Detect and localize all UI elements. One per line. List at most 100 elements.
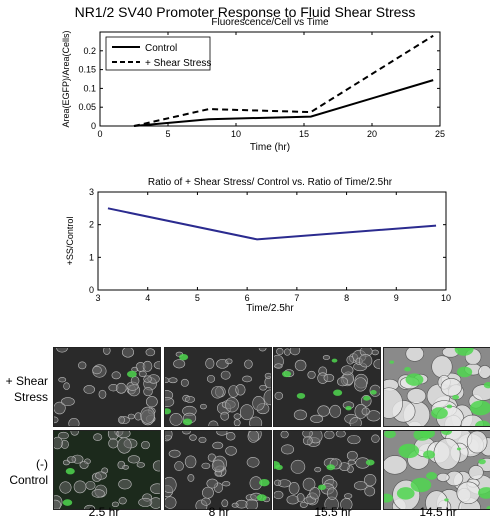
cell-shape <box>364 473 377 487</box>
egfp-spot <box>464 348 471 351</box>
cell-shape <box>364 486 376 497</box>
cell-shape <box>165 496 177 509</box>
chart1-y-tick-label: 0.05 <box>78 102 96 112</box>
chart2-x-tick-label: 9 <box>394 293 399 303</box>
cell-shape <box>274 490 284 500</box>
egfp-spot <box>282 370 292 378</box>
cell-shape <box>244 359 253 369</box>
cell-shape <box>276 348 284 356</box>
cell-shape <box>344 493 353 499</box>
egfp-spot <box>165 408 172 415</box>
cell-shape <box>138 497 153 507</box>
cell-shape <box>235 384 246 396</box>
cell-shape <box>289 348 301 356</box>
cell-shape <box>246 457 260 468</box>
cell-shape <box>220 411 230 421</box>
cell-shape <box>200 403 207 410</box>
cell-shape <box>95 471 107 480</box>
cell-shape <box>211 386 224 399</box>
chart1-y-tick-label: 0.1 <box>83 83 96 93</box>
cell-shape <box>281 444 295 455</box>
egfp-spot <box>444 498 449 502</box>
egfp-spot <box>62 499 73 506</box>
cell-shape <box>184 455 197 469</box>
cell-shape <box>329 404 342 418</box>
cell-shape <box>118 497 127 505</box>
cell-shape <box>371 349 379 356</box>
egfp-spot <box>333 389 343 396</box>
egfp-spot <box>318 484 327 491</box>
col-label-3: 14.5 hr <box>419 505 457 519</box>
legend-shear-label: + Shear Stress <box>145 58 211 69</box>
egfp-spot <box>483 382 490 389</box>
egfp-spot <box>182 418 193 426</box>
cell-shape <box>456 481 481 505</box>
cell-shape <box>54 401 66 415</box>
cell-shape <box>63 382 70 390</box>
cell-shape <box>294 359 307 372</box>
chart2-plot-frame <box>97 191 447 291</box>
cell-shape <box>231 502 239 508</box>
cell-shape <box>54 499 62 509</box>
cell-shape <box>221 499 229 508</box>
cell-shape <box>168 449 181 458</box>
cell-shape <box>322 355 330 360</box>
cell-shape <box>116 431 131 439</box>
cell-shape <box>145 348 156 357</box>
cell-shape <box>252 395 265 411</box>
cell-shape <box>258 348 267 352</box>
cell-shape <box>108 438 119 449</box>
egfp-spot <box>396 487 415 500</box>
cell-shape <box>78 361 87 370</box>
cell-shape <box>174 461 184 472</box>
chart2-x-tick-label: 8 <box>344 293 349 303</box>
cell-shape <box>425 490 449 509</box>
cell-shape <box>152 460 160 472</box>
cell-shape <box>187 474 195 482</box>
cell-shape <box>433 438 461 470</box>
col-label-2: 15.5 hr <box>314 505 352 519</box>
cell-shape <box>118 479 132 490</box>
chart1-x-tick-label: 10 <box>231 129 241 139</box>
egfp-spot <box>423 450 436 459</box>
cell-shape <box>91 489 105 498</box>
egfp-spot <box>363 395 371 401</box>
ratio-line-chart: Ratio of + Shear Stress/ Control vs. Rat… <box>65 177 451 314</box>
cell-shape <box>302 436 313 446</box>
egfp-spot <box>389 360 395 364</box>
col-label-1: 8 hr <box>208 505 230 519</box>
egfp-spot <box>404 366 411 372</box>
cell-shape <box>143 375 152 383</box>
cell-shape <box>225 397 239 413</box>
egfp-spot <box>365 459 375 466</box>
chart1-x-tick-label: 5 <box>165 129 170 139</box>
chart1-legend: Control + Shear Stress <box>105 36 211 71</box>
cell-shape <box>274 479 282 486</box>
chart2-x-axis-label: Time/2.5hr <box>246 303 294 314</box>
chart2-y-tick-label: 3 <box>89 187 94 197</box>
chart1-y-axis-label: Area(EGFP)/Area(Cells) <box>61 30 71 127</box>
cell-shape <box>274 363 283 369</box>
micrograph-texture <box>165 348 271 426</box>
cell-shape <box>182 431 191 435</box>
row-label-control: (-) Control <box>0 456 48 488</box>
cell-shape <box>212 441 224 450</box>
cell-shape <box>206 374 216 383</box>
cell-shape <box>222 481 231 487</box>
cell-shape <box>263 389 271 406</box>
chart2-y-axis-label: +SS/Control <box>65 217 75 266</box>
cell-shape <box>296 493 305 503</box>
egfp-spot <box>478 487 490 499</box>
row-label-shear: + Shear Stress <box>0 373 48 405</box>
cell-shape <box>138 370 147 378</box>
egfp-spot <box>126 370 137 378</box>
egfp-spot <box>431 407 448 420</box>
cell-shape <box>302 477 316 491</box>
egfp-spot <box>398 443 420 459</box>
cell-shape <box>115 382 127 394</box>
micrograph-panel <box>53 430 161 510</box>
fluorescence-line-chart: Fluorescence/Cell vs Time 0 5 10 15 20 25 0 0.0… <box>61 17 445 153</box>
cell-shape <box>73 480 87 494</box>
micrograph-panel <box>164 347 272 427</box>
cell-shape <box>169 413 183 426</box>
